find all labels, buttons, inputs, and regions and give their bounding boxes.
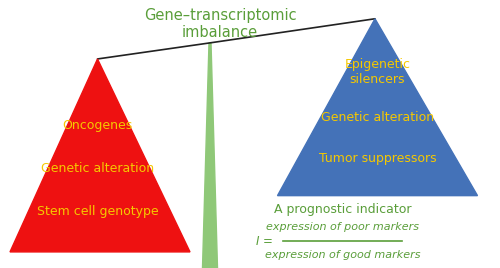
Text: Tumor suppressors: Tumor suppressors	[318, 152, 436, 165]
Polygon shape	[202, 43, 218, 268]
Text: Epigenetic
silencers: Epigenetic silencers	[344, 58, 410, 86]
Text: Stem cell genotype: Stem cell genotype	[36, 205, 158, 218]
Text: $I\,=$: $I\,=$	[255, 235, 274, 248]
Text: Genetic alteration: Genetic alteration	[321, 111, 434, 124]
Polygon shape	[278, 19, 477, 196]
Text: expression of good markers: expression of good markers	[265, 250, 420, 260]
Text: Oncogenes: Oncogenes	[62, 120, 132, 132]
Text: Genetic alteration: Genetic alteration	[41, 162, 154, 175]
Polygon shape	[10, 59, 190, 252]
Text: expression of poor markers: expression of poor markers	[266, 222, 419, 232]
Text: A prognostic indicator: A prognostic indicator	[274, 203, 411, 215]
Text: Gene–transcriptomic
imbalance: Gene–transcriptomic imbalance	[144, 8, 296, 40]
